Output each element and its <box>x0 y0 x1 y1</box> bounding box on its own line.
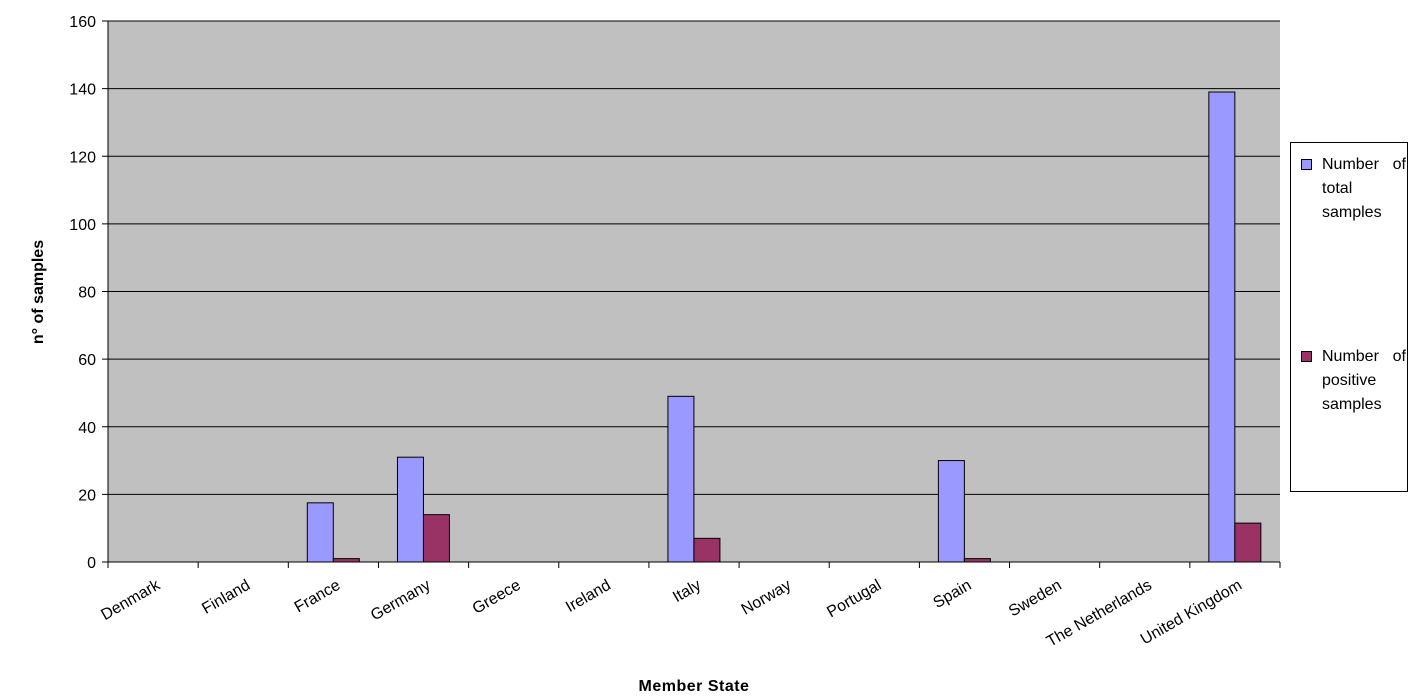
bar-positive <box>693 537 721 563</box>
x-tick-label: France <box>292 577 344 617</box>
x-tick-label: Denmark <box>98 576 164 624</box>
bar-positive <box>332 558 360 563</box>
y-tick-label: 120 <box>69 149 96 166</box>
x-tick-label: Finland <box>199 577 253 618</box>
y-tick-label: 80 <box>78 285 96 302</box>
y-tick-label: 0 <box>87 555 96 572</box>
legend-label-positive: Number of positive samples <box>1322 348 1406 413</box>
bar-positive <box>1234 522 1262 563</box>
y-tick-label: 40 <box>78 420 96 437</box>
x-tick-label: Germany <box>368 577 433 625</box>
bar-positive <box>963 558 991 563</box>
y-tick-label: 100 <box>69 217 96 234</box>
legend: Number of total samples Number of positi… <box>1290 142 1408 492</box>
legend-label-total: Number of total samples <box>1322 156 1406 221</box>
bar-total <box>396 456 424 563</box>
x-axis-title: Member State <box>639 678 750 695</box>
bar-total <box>306 502 334 563</box>
bars <box>306 91 1262 563</box>
bar-positive <box>422 514 450 563</box>
y-axis-title: n° of samples <box>30 240 47 344</box>
x-tick-label: Spain <box>931 577 975 612</box>
x-tick-label: Italy <box>670 577 704 606</box>
x-tick-label: Sweden <box>1006 577 1065 621</box>
x-tick-label: Ireland <box>563 577 614 616</box>
y-axis-ticks: 0 20 40 60 80 100 120 140 160 <box>69 14 108 572</box>
x-tick-label: Greece <box>470 577 524 618</box>
y-tick-label: 60 <box>78 352 96 369</box>
y-tick-label: 140 <box>69 82 96 99</box>
x-tick-label: United Kingdom <box>1138 577 1245 649</box>
x-axis-ticks: Denmark Finland France Germany Greece Ireland… <box>98 562 1281 651</box>
x-tick-label: Norway <box>739 577 794 619</box>
bar-total <box>667 395 695 563</box>
bar-total <box>1208 91 1236 563</box>
bar-total <box>937 460 965 563</box>
legend-swatch-total <box>1301 159 1312 170</box>
y-tick-label: 20 <box>78 487 96 504</box>
x-tick-label: Portugal <box>824 577 884 622</box>
legend-swatch-positive <box>1301 351 1312 362</box>
y-tick-label: 160 <box>69 14 96 31</box>
